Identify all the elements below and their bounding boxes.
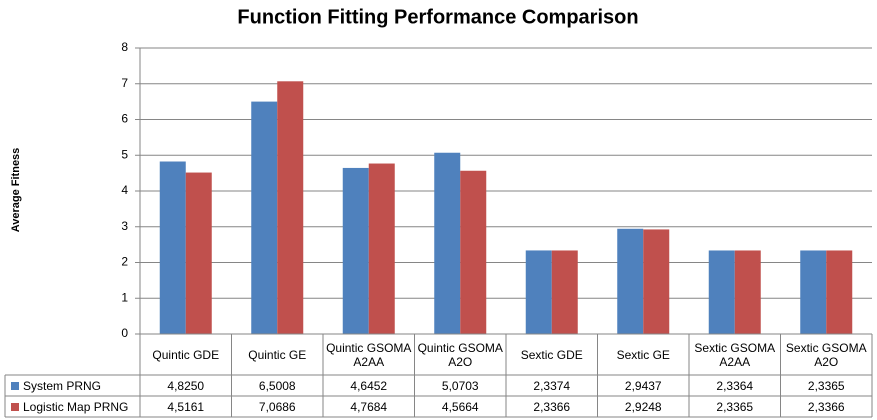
legend-label: Logistic Map PRNG xyxy=(23,399,129,414)
y-axis-label: Average Fitness xyxy=(10,148,22,233)
category-cell: Sextic GSOMA A2O xyxy=(785,340,867,369)
value-cell: 4,5664 xyxy=(441,399,479,414)
bar xyxy=(643,229,670,334)
bar xyxy=(708,250,735,334)
y-tick-label: 8 xyxy=(121,40,128,54)
value-cell: 2,3365 xyxy=(807,378,845,393)
value-cell: 2,3366 xyxy=(533,399,571,414)
bar xyxy=(460,170,487,334)
chart-title: Function Fitting Performance Comparison xyxy=(237,6,638,28)
bar xyxy=(159,161,186,334)
value-cell: 2,9248 xyxy=(624,399,662,414)
value-cell: 2,3374 xyxy=(533,378,571,393)
bar xyxy=(251,101,278,334)
legend-cell: System PRNG xyxy=(5,375,140,396)
y-tick-label: 7 xyxy=(121,76,128,90)
category-cell: Sextic GSOMA A2AA xyxy=(694,340,776,369)
value-cell: 5,0703 xyxy=(441,378,479,393)
legend-swatch xyxy=(11,402,19,411)
bar xyxy=(800,250,827,334)
bar xyxy=(342,167,369,334)
y-tick-label: 2 xyxy=(121,255,128,269)
value-cell: 4,5161 xyxy=(167,399,205,414)
category-cell: Quintic GDE xyxy=(152,347,220,362)
y-tick-label: 0 xyxy=(121,326,128,340)
y-tick-label: 6 xyxy=(121,112,128,126)
y-tick-label: 3 xyxy=(121,219,128,233)
legend-swatch xyxy=(11,381,19,390)
bar xyxy=(617,228,644,334)
bar xyxy=(551,250,578,334)
value-cell: 7,0686 xyxy=(258,399,296,414)
category-cell: Quintic GSOMA A2AA xyxy=(326,340,412,369)
bar xyxy=(368,163,395,334)
value-cell: 2,3364 xyxy=(716,378,754,393)
bar xyxy=(734,250,761,334)
y-tick-label: 4 xyxy=(121,183,128,197)
bar xyxy=(525,250,552,334)
bar xyxy=(434,152,461,334)
value-cell: 2,3365 xyxy=(716,399,754,414)
legend-label: System PRNG xyxy=(23,378,102,393)
category-cell: Quintic GSOMA A2O xyxy=(417,340,503,369)
category-cell: Sextic GE xyxy=(616,347,670,362)
y-tick-label: 1 xyxy=(121,290,128,304)
value-cell: 4,7684 xyxy=(350,399,388,414)
value-cell: 2,9437 xyxy=(624,378,662,393)
value-cell: 4,6452 xyxy=(350,378,388,393)
bar xyxy=(185,172,212,334)
bar xyxy=(277,81,304,334)
value-cell: 6,5008 xyxy=(258,378,296,393)
legend-cell: Logistic Map PRNG xyxy=(5,396,140,417)
y-tick-label: 5 xyxy=(121,147,128,161)
category-cell: Sextic GDE xyxy=(520,347,583,362)
value-cell: 2,3366 xyxy=(807,399,845,414)
value-cell: 4,8250 xyxy=(167,378,205,393)
category-cell: Quintic GE xyxy=(248,347,307,362)
bar xyxy=(826,250,853,334)
